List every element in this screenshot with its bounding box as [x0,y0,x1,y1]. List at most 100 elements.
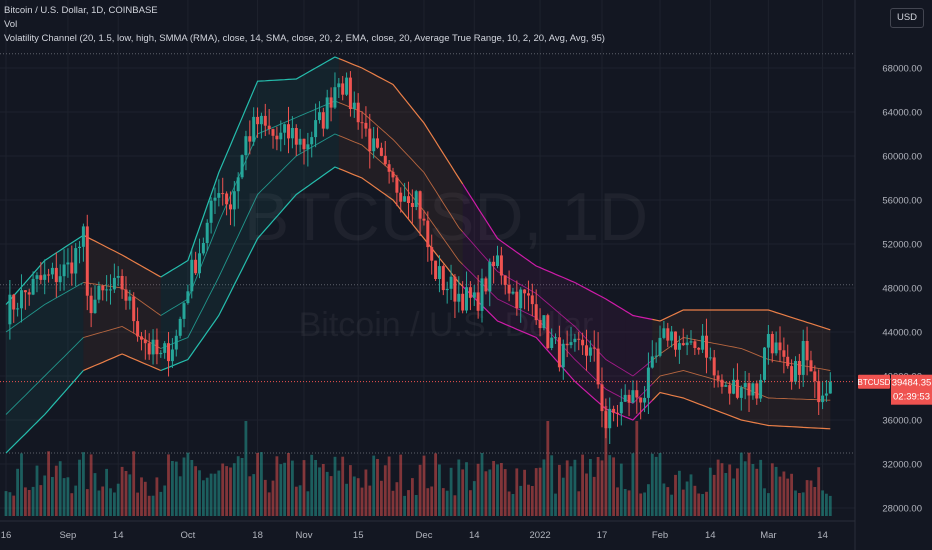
candle-body [306,144,310,150]
volume-bar [395,482,399,516]
time-tick-label: Mar [760,530,776,541]
volume-bar [759,459,763,516]
price-tick-label: 56000.00 [882,196,922,207]
candle-body [813,371,817,382]
candle-body [805,341,809,361]
currency-button[interactable]: USD [890,8,924,28]
volume-bar [58,461,62,516]
candle-body [325,97,329,129]
candle-body [612,408,616,413]
volume-bar [376,459,379,516]
candle-body [232,191,236,210]
candle-body [705,335,708,358]
volume-bar [558,464,561,516]
volume-bar [681,489,685,516]
candle-body [379,147,383,156]
time-tick-label: Dec [416,530,433,541]
price-axis[interactable]: 28000.0032000.0036000.0040000.0044000.00… [854,0,922,550]
candle-body [201,243,205,254]
volume-bar [639,493,643,516]
time-tick-label: Nov [296,530,313,541]
channel-outer-line [651,391,831,430]
volume-bar [74,485,78,516]
candle-body [774,342,778,354]
candle-body [542,315,546,329]
candle-body [174,335,178,350]
volume-bar [356,478,360,516]
volume-bar [271,480,275,516]
volume-bar [530,486,534,516]
candle-body [271,129,275,136]
volume-bar [616,487,619,516]
candle-body [453,276,457,302]
candle-body [120,276,124,290]
price-tag-countdown: 02:39:53 [893,392,930,403]
legend-indicator-line[interactable]: Volatility Channel (20, 1.5, low, high, … [4,33,605,44]
legend-volume-line[interactable]: Vol [4,19,18,30]
candle-body [263,115,267,126]
candle-body [112,277,116,290]
candle-body [372,138,376,152]
volume-bar [31,486,35,516]
volume-bar [712,474,716,516]
volume-bar [151,495,155,516]
candle-body [387,164,391,172]
candle-body [151,339,155,355]
volume-bar [662,483,666,516]
candle-body [627,394,631,403]
candle-body [368,128,372,152]
candle-body [759,379,763,399]
time-tick-label: 16 [1,530,12,541]
candle-body [468,287,472,298]
candle-body [43,274,47,280]
channel-outer-line [462,183,626,312]
volume-bar [600,460,604,516]
candle-body [39,275,43,280]
candle-body [407,196,410,203]
candle-body [170,349,174,362]
candle-body [546,315,550,348]
volume-bar [167,454,170,516]
volume-bar [318,467,321,516]
candle-body [728,385,732,394]
candle-body [434,260,438,279]
candle-body [159,352,163,355]
candle-body [476,292,480,311]
time-axis[interactable]: 16 Sep 14 Oct 18 Nov 15 Dec 14 2022 17 Feb 14 Mar 14 [0,520,855,541]
volume-bar [387,456,391,516]
candle-body [708,357,712,359]
volume-bar [345,483,348,516]
candle-body [399,192,403,202]
candle-body [217,193,221,198]
candle-body [310,137,314,145]
candle-body [422,218,426,221]
volume-bar [89,454,93,516]
candle-body [689,341,693,343]
volume-bar [140,477,143,516]
volume-bar [8,492,12,516]
candle-body [623,394,627,402]
candle-body [23,290,27,293]
candle-body [248,136,252,142]
candle-body [132,296,136,322]
candle-body [519,289,523,309]
volume-bar [310,454,314,516]
candle-body [78,246,81,248]
candle-body [801,341,805,375]
legend-symbol-line[interactable]: Bitcoin / U.S. Dollar, 1D, COINBASE [4,5,158,16]
volume-bar [418,464,422,516]
volume-bar [472,481,476,516]
volume-bar [47,451,50,516]
volume-bar [778,476,782,516]
candle-body [577,338,581,340]
volume-bar [182,457,186,516]
volume-bar [244,421,248,516]
volume-bar [631,453,635,516]
volume-bar [20,453,23,516]
volume-bar [445,490,449,516]
volume-bar [581,454,584,516]
volume-bar [538,467,542,516]
candle-body [290,128,294,139]
volume-bar [171,461,174,516]
